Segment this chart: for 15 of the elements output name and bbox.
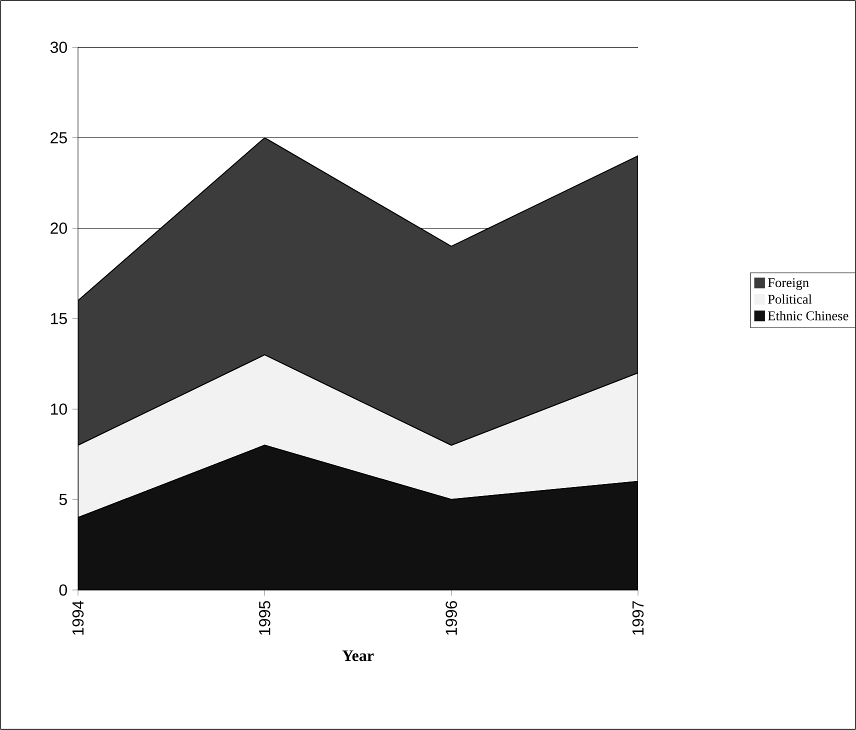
- x-axis-title: Year: [342, 650, 374, 662]
- legend-label: Ethnic Chinese: [768, 310, 848, 320]
- x-tick-label: 1997: [632, 601, 644, 635]
- x-tick-label: 1996: [446, 601, 457, 635]
- y-tick-label: 0: [59, 584, 67, 596]
- x-tick-label: 1994: [72, 600, 84, 635]
- x-tick-label: 1995: [259, 601, 270, 635]
- y-tick-label: 15: [51, 313, 67, 324]
- y-tick-label: 30: [50, 42, 67, 53]
- y-tick-label: 10: [51, 403, 67, 415]
- legend-label: Foreign: [768, 278, 809, 290]
- y-tick-label: 25: [50, 132, 67, 144]
- y-tick-label: 20: [50, 222, 67, 234]
- y-tick-label: 5: [59, 494, 67, 506]
- legend-label: Political: [768, 294, 812, 304]
